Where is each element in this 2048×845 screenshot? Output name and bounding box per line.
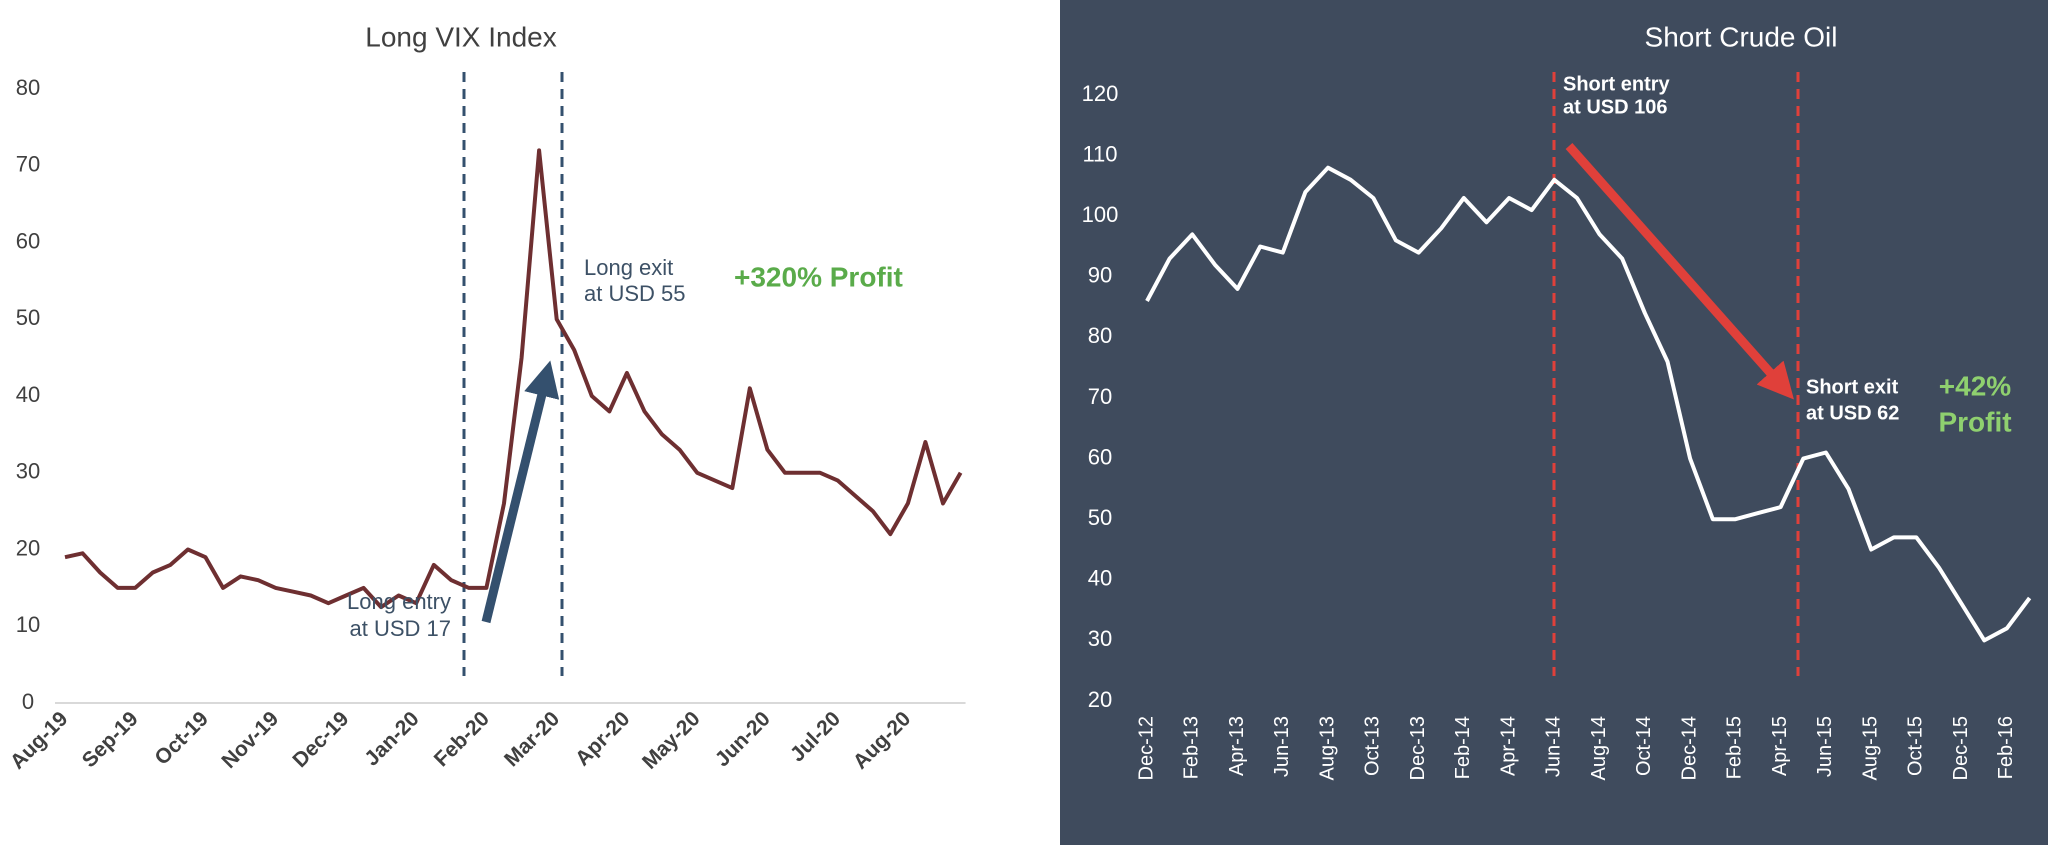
y-tick-label: 30 <box>1088 626 1112 651</box>
y-tick-label: 20 <box>16 535 40 560</box>
annotation: Short exit <box>1806 376 1899 398</box>
trade-arrow <box>481 360 560 624</box>
x-tick-label: Dec-12 <box>1135 716 1157 780</box>
x-tick-label: Feb-13 <box>1181 716 1203 779</box>
annotation: at USD 17 <box>350 616 452 641</box>
x-tick-label: Jun-13 <box>1271 716 1293 777</box>
x-tick-label: Oct-19 <box>150 707 212 769</box>
y-tick-label: 20 <box>1088 687 1112 712</box>
y-tick-label: 50 <box>1088 505 1112 530</box>
x-tick-label: Aug-15 <box>1859 716 1881 781</box>
x-tick-label: Oct-15 <box>1905 716 1927 776</box>
y-tick-label: 10 <box>16 612 40 637</box>
x-tick-label: May-20 <box>638 707 705 774</box>
y-tick-label: 80 <box>1088 323 1112 348</box>
y-tick-label: 80 <box>16 75 40 100</box>
annotation: Long exit <box>584 255 673 280</box>
y-tick-label: 120 <box>1082 81 1119 106</box>
x-tick-label: Sep-19 <box>78 707 143 772</box>
x-tick-label: Feb-15 <box>1724 716 1746 779</box>
data-line <box>64 148 963 610</box>
annotation: +42% <box>1939 370 2011 401</box>
data-line <box>1145 165 2032 643</box>
y-tick-label: 30 <box>16 459 40 484</box>
y-tick-label: 0 <box>22 689 34 714</box>
annotation: at USD 106 <box>1563 96 1668 118</box>
x-tick-label: Aug-14 <box>1588 716 1610 781</box>
x-tick-label: Aug-13 <box>1316 716 1338 781</box>
x-tick-label: Jun-20 <box>711 707 775 771</box>
y-tick-label: 70 <box>1088 384 1112 409</box>
x-tick-label: Dec-14 <box>1678 716 1700 780</box>
x-tick-label: Jul-20 <box>786 707 845 766</box>
x-tick-label: Aug-19 <box>6 707 73 774</box>
x-tick-label: Apr-20 <box>571 707 634 770</box>
x-tick-label: Feb-20 <box>430 707 494 771</box>
annotation: +320% Profit <box>734 261 903 292</box>
x-tick-label: Apr-14 <box>1497 716 1519 776</box>
x-tick-label: Apr-15 <box>1769 716 1791 776</box>
y-tick-label: 110 <box>1082 141 1117 166</box>
annotation: at USD 55 <box>584 281 686 306</box>
y-tick-label: 90 <box>1088 263 1112 288</box>
x-tick-label: Oct-13 <box>1362 716 1384 776</box>
y-tick-label: 60 <box>16 228 40 253</box>
x-tick-label: Feb-14 <box>1452 716 1474 779</box>
x-tick-label: Dec-15 <box>1950 716 1972 780</box>
y-tick-label: 70 <box>16 152 40 177</box>
x-tick-label: Nov-19 <box>217 707 283 773</box>
annotation: Short entry <box>1563 73 1671 95</box>
x-tick-label: Oct-14 <box>1633 716 1655 776</box>
annotation: Long entry <box>347 589 451 614</box>
trade-arrow <box>1565 143 1794 400</box>
y-tick-label: 40 <box>16 382 40 407</box>
x-tick-label: Feb-16 <box>1995 716 2017 779</box>
x-tick-label: Apr-13 <box>1226 716 1248 776</box>
x-tick-label: Aug-20 <box>849 707 916 774</box>
annotation: at USD 62 <box>1806 402 1899 424</box>
x-tick-label: Jun-14 <box>1543 716 1565 777</box>
x-tick-label: Dec-19 <box>288 707 353 772</box>
y-tick-label: 50 <box>16 305 40 330</box>
annotation: Profit <box>1938 406 2011 437</box>
x-tick-label: Dec-13 <box>1407 716 1429 780</box>
x-tick-label: Mar-20 <box>500 707 564 771</box>
y-tick-label: 100 <box>1082 202 1119 227</box>
chart-title: Long VIX Index <box>365 21 556 52</box>
y-tick-label: 40 <box>1088 566 1112 591</box>
x-tick-label: Jun-15 <box>1814 716 1836 777</box>
chart-title: Short Crude Oil <box>1645 21 1838 52</box>
x-tick-label: Jan-20 <box>360 707 423 770</box>
y-tick-label: 60 <box>1088 444 1112 469</box>
